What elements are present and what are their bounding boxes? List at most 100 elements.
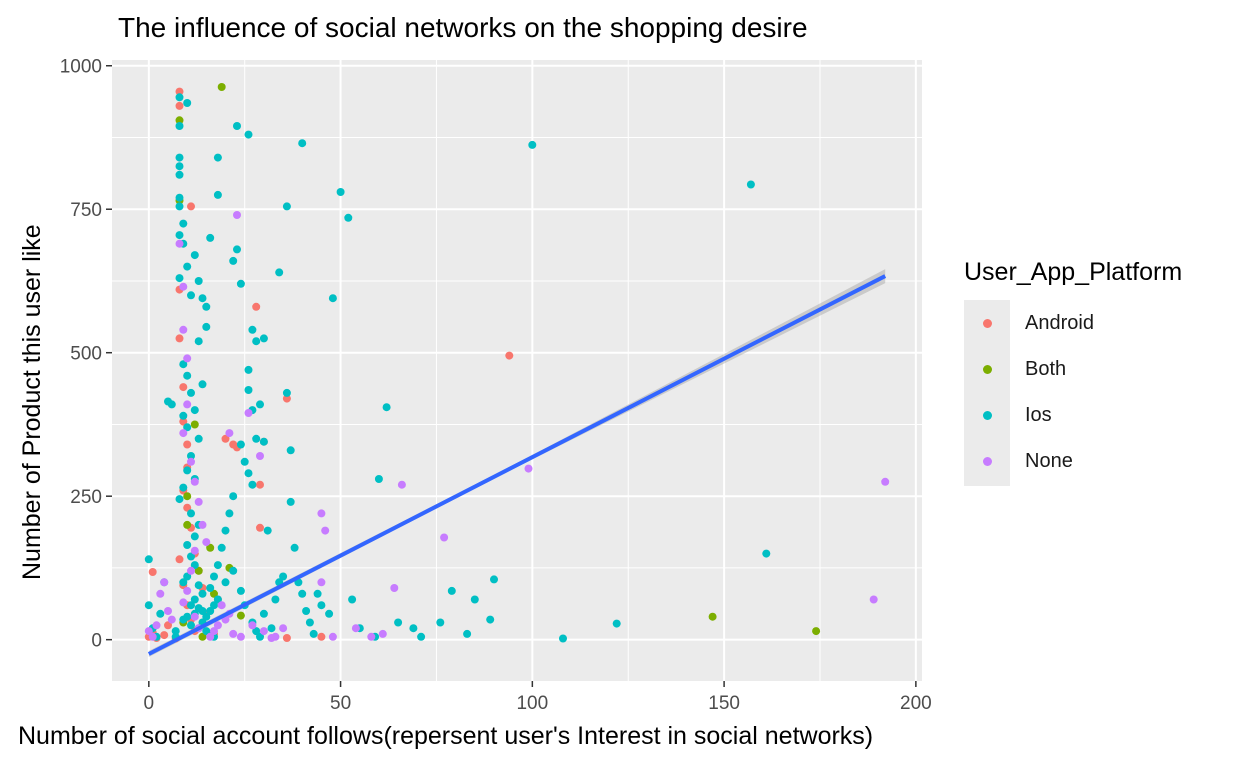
data-point-ios (202, 612, 211, 621)
data-point-ios (417, 632, 426, 641)
data-point-ios (194, 581, 203, 590)
data-point-none (156, 589, 165, 598)
data-point-ios (179, 578, 188, 587)
data-point-none (179, 282, 188, 291)
data-point-ios (198, 607, 207, 615)
legend-label-both: Both (1025, 358, 1067, 380)
y-tick-label: 250 (70, 487, 102, 508)
data-point-android (505, 351, 514, 360)
data-point-none (160, 578, 169, 587)
data-point-ios (221, 578, 230, 587)
data-point-ios (187, 552, 195, 561)
legend-dot-both (983, 365, 992, 374)
data-point-none (194, 497, 203, 506)
data-point-ios (436, 618, 445, 627)
y-tick-label: 500 (70, 344, 102, 365)
data-point-ios (309, 629, 318, 638)
data-point-android (175, 555, 184, 564)
data-point-none (152, 621, 161, 630)
data-point-both (210, 589, 218, 598)
data-point-ios (290, 543, 299, 552)
data-point-ios (256, 400, 264, 409)
data-point-ios (298, 139, 307, 148)
data-point-ios (210, 572, 218, 581)
data-point-ios (144, 555, 153, 564)
data-point-none (175, 239, 184, 248)
data-point-none (236, 632, 245, 641)
data-point-both (236, 611, 245, 620)
data-point-ios (198, 380, 207, 389)
data-point-ios (344, 213, 353, 222)
data-point-ios (348, 595, 357, 604)
data-point-none (256, 452, 264, 460)
data-point-android (175, 87, 184, 96)
x-tick-label: 200 (900, 693, 932, 714)
data-point-android (256, 480, 264, 489)
data-point-none (321, 526, 330, 535)
data-point-none (440, 533, 449, 542)
data-point-android (179, 383, 188, 392)
x-tick-label: 150 (708, 693, 740, 714)
data-point-none (259, 627, 268, 636)
data-point-none (179, 598, 188, 607)
data-point-none (190, 612, 199, 621)
data-point-none (367, 632, 376, 641)
data-point-android (282, 634, 291, 642)
data-point-ios (202, 302, 211, 311)
data-point-ios (746, 180, 755, 189)
data-point-ios (248, 325, 257, 334)
data-point-ios (213, 561, 222, 570)
data-point-ios (612, 619, 621, 628)
legend-label-ios: Ios (1025, 404, 1052, 426)
data-point-android (317, 632, 326, 641)
data-point-none (869, 595, 878, 604)
data-point-ios (206, 233, 215, 242)
y-tick-label: 750 (70, 200, 102, 221)
data-point-ios (190, 251, 199, 260)
x-tick-label: 50 (330, 693, 351, 714)
data-point-ios (374, 475, 383, 483)
data-point-android (256, 523, 264, 532)
plot-panel (112, 60, 922, 681)
data-point-ios (171, 627, 180, 636)
data-point-ios (221, 526, 230, 535)
data-point-ios (244, 130, 253, 139)
data-point-none (206, 632, 215, 641)
legend-title: User_App_Platform (964, 258, 1183, 286)
data-point-ios (187, 601, 195, 610)
data-point-ios (236, 279, 245, 288)
data-point-none (167, 615, 176, 624)
data-point-both (198, 632, 207, 641)
data-point-ios (190, 406, 199, 415)
points-layer (144, 83, 890, 643)
data-point-ios (183, 423, 192, 432)
data-point-ios (183, 466, 192, 475)
data-point-ios (156, 609, 165, 618)
data-point-ios (282, 388, 291, 397)
data-point-none (233, 211, 241, 219)
data-point-ios (206, 584, 215, 592)
data-point-ios (271, 595, 280, 604)
data-point-none (524, 464, 533, 473)
data-point-ios (267, 624, 276, 633)
data-point-ios (259, 609, 268, 618)
data-point-none (183, 400, 192, 409)
data-point-ios (179, 219, 188, 228)
legend: User_App_Platform Android Both Ios None (964, 258, 1183, 486)
data-point-ios (210, 601, 218, 610)
data-point-ios (213, 153, 222, 162)
y-tick-label: 0 (91, 631, 102, 652)
y-axis-title: Number of Product this user like (18, 224, 46, 580)
data-point-ios (256, 632, 264, 641)
trendline-layer (147, 274, 887, 656)
data-point-android (160, 631, 169, 640)
data-point-none (225, 429, 234, 438)
data-point-ios (252, 434, 261, 443)
data-point-android (282, 394, 291, 403)
data-point-ios (229, 492, 238, 501)
data-point-ios (490, 575, 498, 584)
data-point-both (183, 520, 192, 529)
data-point-ios (336, 188, 345, 196)
data-point-ios (187, 509, 195, 518)
